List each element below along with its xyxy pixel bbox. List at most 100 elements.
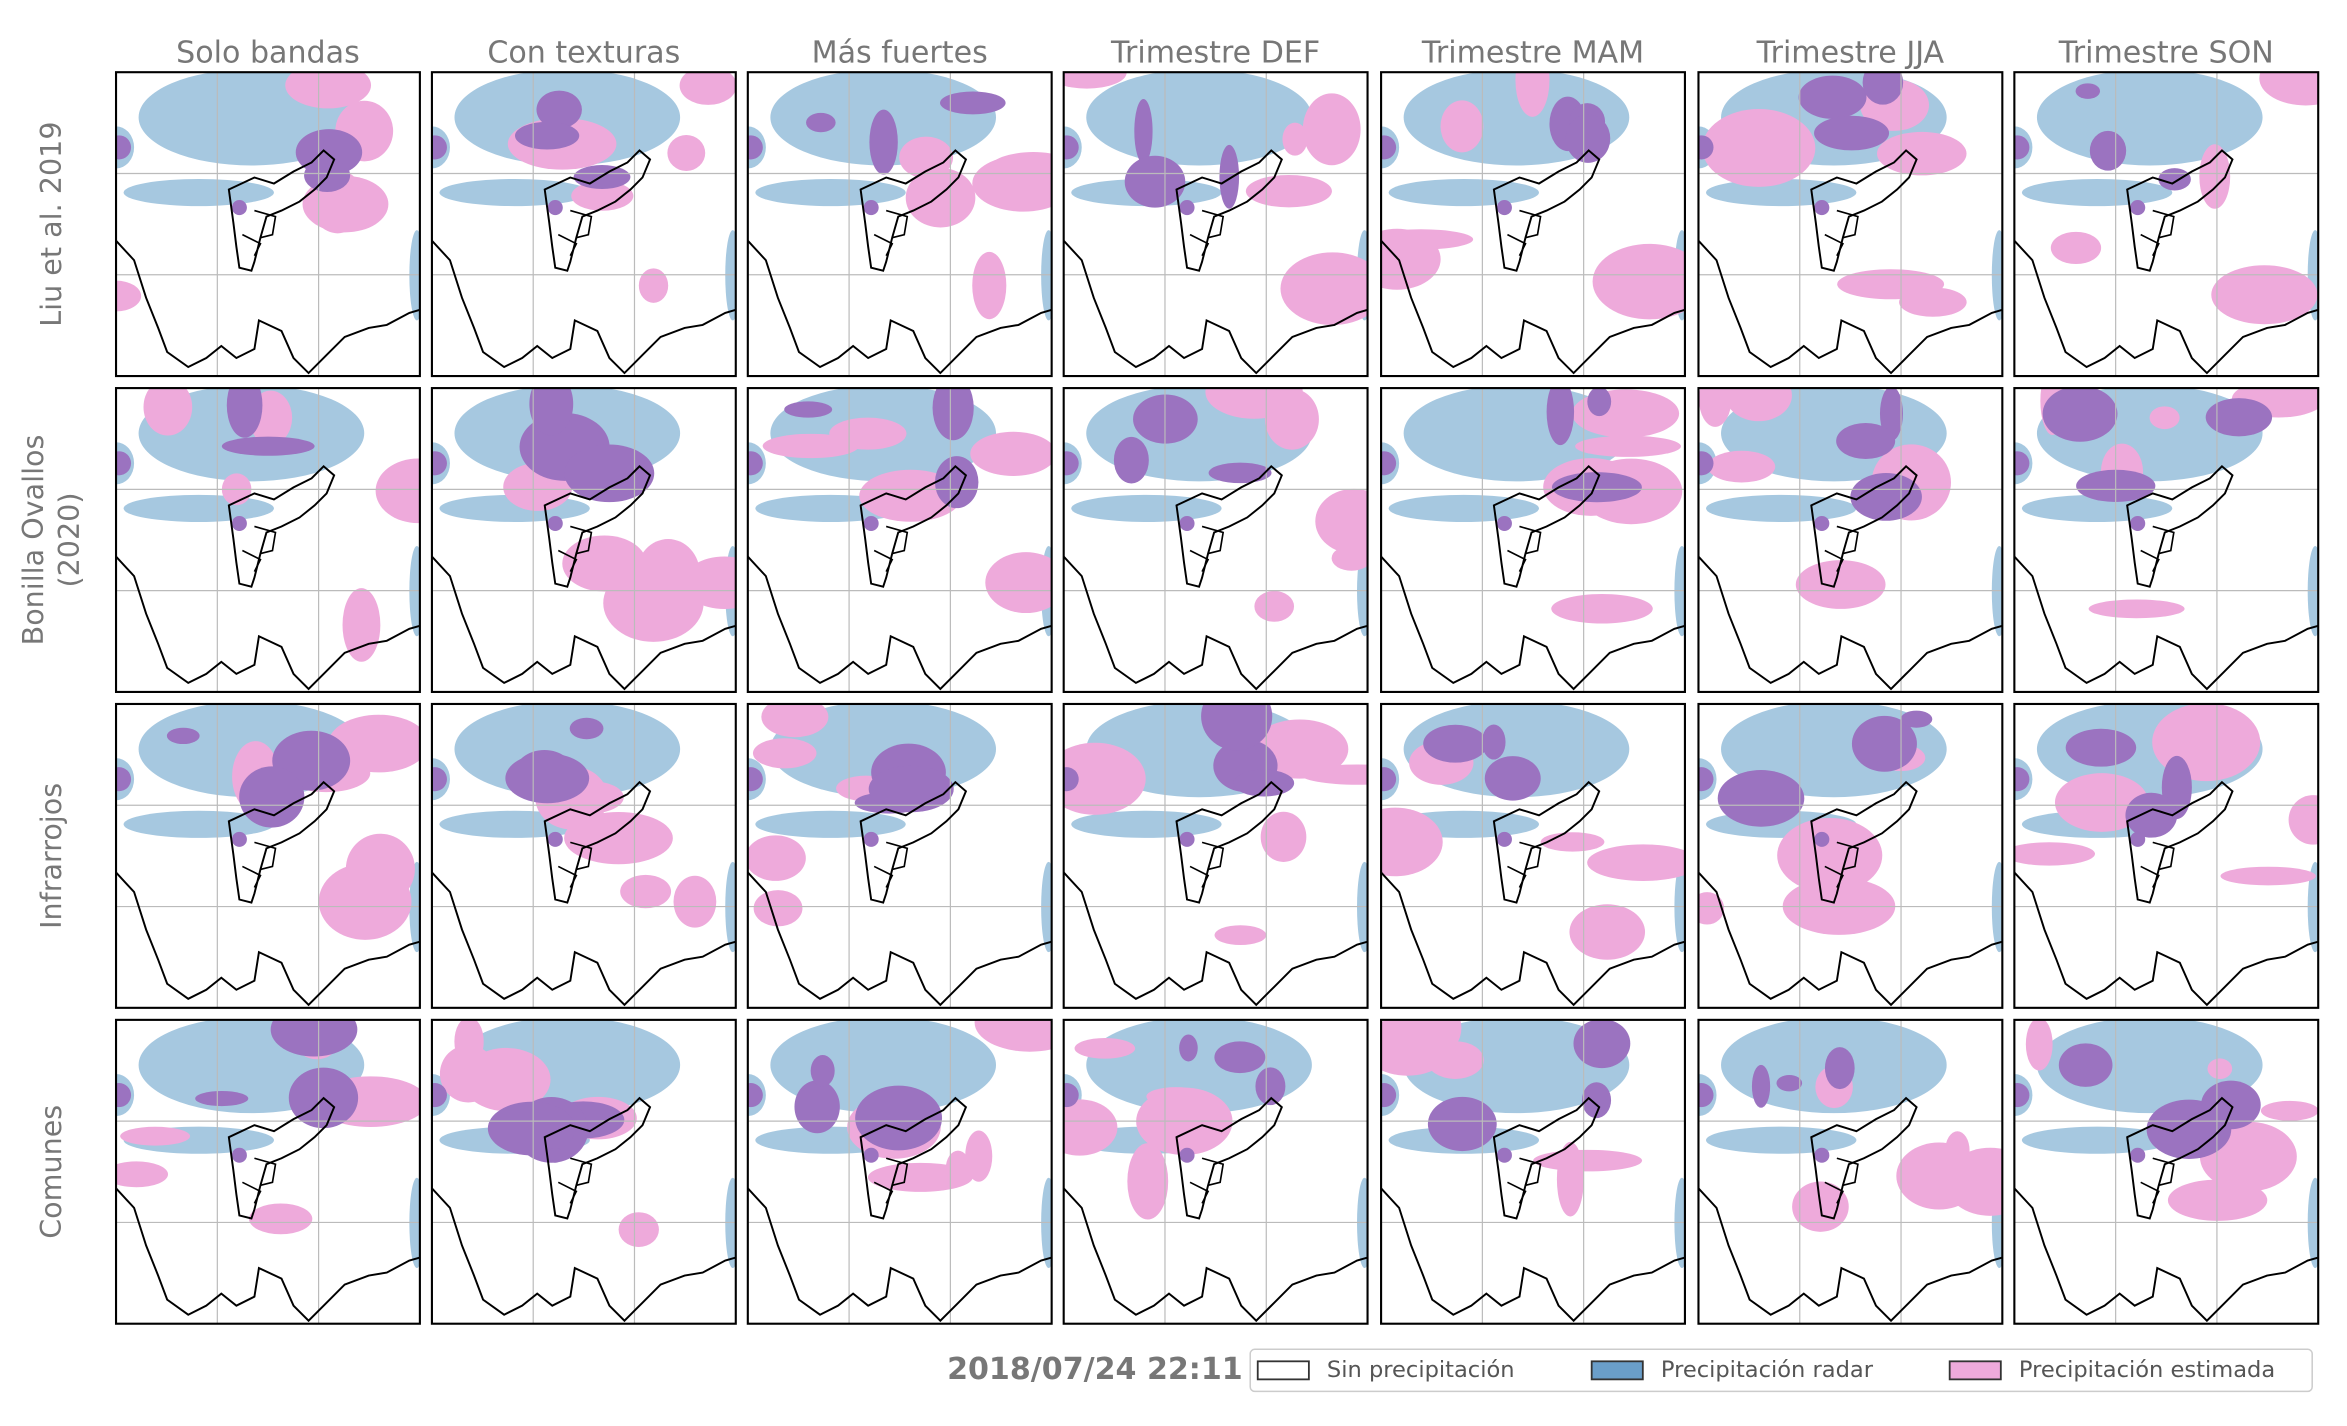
- overlap-area: [794, 1080, 840, 1134]
- estimated-area: [673, 875, 717, 928]
- region-outline: [227, 1096, 336, 1220]
- region-outline: [2140, 841, 2175, 888]
- panel-frame: [1697, 702, 2004, 1009]
- overlap-area: [1063, 135, 1079, 160]
- precip: [1063, 703, 1368, 953]
- region-outline: [859, 780, 968, 904]
- region-outline: [1810, 464, 1918, 588]
- coastline: [747, 240, 1052, 375]
- estimated-area: [2054, 773, 2149, 832]
- estimated-area: [1214, 925, 1267, 946]
- overlap-area: [1233, 769, 1295, 797]
- coastline: [1062, 240, 1368, 375]
- overlap-area: [270, 1019, 358, 1057]
- overlap-area: [1214, 1041, 1266, 1074]
- estimated-area: [667, 134, 706, 171]
- radar-area: [1086, 72, 1312, 166]
- region-outline: [2140, 209, 2175, 257]
- region-outline: [557, 525, 593, 572]
- map-panel: [2013, 1018, 2320, 1325]
- overlap-area: [166, 727, 200, 745]
- region-outline: [1507, 525, 1542, 572]
- estimated-area: [905, 167, 976, 228]
- precip: [747, 388, 1052, 637]
- estimated-area: [1707, 450, 1776, 483]
- legend-label: Precipitación radar: [1661, 1357, 1874, 1383]
- estimated-area: [1592, 243, 1685, 320]
- estimated-area: [2207, 1058, 2233, 1079]
- estimated-area: [1877, 131, 1967, 176]
- map-panel: [1697, 71, 2004, 378]
- overlap-area: [1179, 1034, 1198, 1062]
- map-panel: [114, 71, 421, 378]
- coastline: [1697, 555, 2003, 691]
- overlap-area: [747, 1083, 763, 1108]
- estimated-area: [1725, 388, 1792, 422]
- overlap-area: [810, 1055, 835, 1087]
- region-outline: [227, 780, 336, 904]
- map-panel: [1380, 702, 1686, 1009]
- panel-frame: [746, 702, 1053, 1009]
- estimated-area: [965, 1130, 993, 1182]
- estimated-area: [761, 703, 829, 738]
- region-outline: [859, 1096, 968, 1220]
- overlap-area: [1481, 724, 1506, 760]
- map-panel: [1062, 71, 1369, 378]
- precip: [1698, 72, 2003, 321]
- precip: [1063, 1019, 1368, 1269]
- overlap-area: [1573, 1019, 1631, 1069]
- overlap-area: [1496, 831, 1512, 847]
- radar-area: [1071, 810, 1222, 838]
- legend-swatch: [1590, 1360, 1644, 1381]
- estimated-area: [2260, 1100, 2319, 1121]
- region-outline: [1492, 464, 1601, 588]
- coastline: [431, 1187, 737, 1323]
- radar-area: [1705, 494, 1857, 522]
- region-outline: [1175, 464, 1283, 588]
- radar-area: [1705, 1126, 1857, 1154]
- overlap-area: [1698, 1083, 1714, 1108]
- overlap-area: [226, 388, 263, 438]
- overlap-area: [431, 451, 447, 476]
- coastline: [2013, 240, 2319, 375]
- overlap-area: [2130, 515, 2146, 531]
- estimated-area: [2220, 866, 2316, 886]
- panel-frame: [114, 702, 421, 1009]
- coastline: [2013, 555, 2319, 691]
- region-outline: [557, 209, 593, 257]
- estimated-area: [1315, 488, 1368, 554]
- coastline: [1062, 555, 1368, 691]
- region-outline: [227, 464, 336, 588]
- column-title: Trimestre SON: [2058, 36, 2274, 71]
- precip: [116, 703, 420, 953]
- estimated-area: [1698, 892, 1725, 925]
- estimated-area: [970, 431, 1052, 476]
- overlap-area: [116, 767, 132, 792]
- region-outline: [873, 1157, 909, 1204]
- overlap-area: [1814, 1147, 1830, 1163]
- estimated-area: [1127, 1143, 1169, 1220]
- panel-frame: [114, 71, 421, 378]
- column-title: Trimestre MAM: [1421, 36, 1644, 71]
- map-panel: [746, 387, 1053, 693]
- estimated-area: [747, 835, 806, 881]
- map-panel: [430, 387, 737, 693]
- overlap-area: [863, 515, 879, 531]
- overlap-area: [1208, 462, 1272, 484]
- precip: [1698, 388, 2003, 637]
- region-outline: [557, 841, 593, 888]
- map-panel: [430, 1018, 737, 1325]
- region-outline: [2126, 464, 2234, 588]
- map-panel: [1380, 387, 1686, 693]
- map-panel: [746, 702, 1053, 1009]
- radar-area: [1086, 1019, 1312, 1114]
- estimated-area: [899, 136, 954, 179]
- region-outline: [2140, 1157, 2175, 1204]
- estimated-area: [1260, 811, 1307, 862]
- precip: [1381, 72, 1685, 321]
- radar-area: [2036, 72, 2263, 166]
- overlap-area: [1179, 515, 1195, 531]
- overlap-area: [1255, 1067, 1286, 1106]
- panel-frame: [1380, 71, 1686, 378]
- row-label: Infrarrojos: [34, 783, 68, 929]
